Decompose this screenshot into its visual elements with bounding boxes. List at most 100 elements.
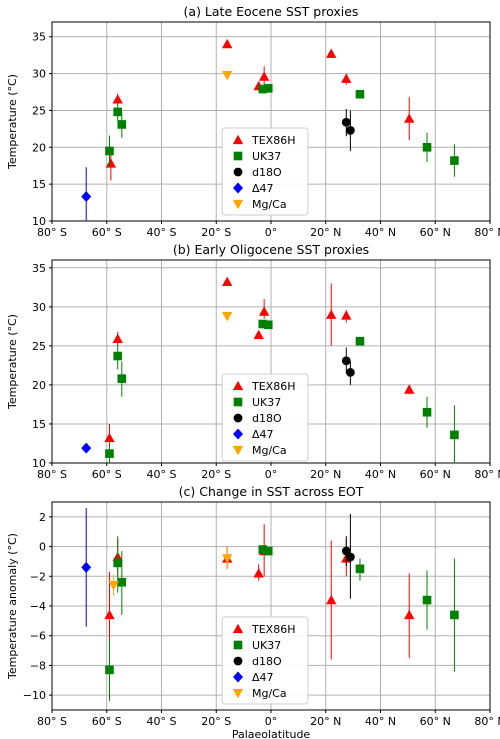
series-uk37 — [105, 536, 459, 702]
data-point — [108, 581, 119, 591]
legend-marker — [233, 151, 243, 161]
data-point — [105, 158, 117, 168]
data-point — [450, 430, 459, 440]
data-point — [345, 125, 355, 135]
legend-label: d18O — [252, 412, 282, 425]
legend-marker — [233, 428, 243, 440]
y-tick-label: 2 — [39, 511, 46, 524]
data-point — [112, 333, 123, 344]
chart-title: (c) Change in SST across EOT — [179, 484, 364, 499]
data-point — [341, 73, 352, 83]
y-tick-label: 0 — [39, 541, 46, 554]
legend-label: TEX86H — [251, 623, 295, 636]
legend-marker — [233, 656, 243, 666]
series-mgca — [108, 546, 233, 596]
data-point — [326, 309, 337, 319]
x-tick-label: 20° N — [310, 226, 341, 239]
x-tick-label: 60° S — [92, 468, 122, 481]
legend-label: Δ47 — [252, 671, 274, 684]
data-point — [345, 552, 355, 562]
x-tick-label: 60° N — [420, 226, 451, 239]
x-tick-label: 60° S — [92, 715, 122, 728]
data-point — [117, 374, 127, 383]
data-point — [341, 310, 352, 320]
legend: TEX86H UK37 d18O Δ47 Mg/Ca — [221, 127, 309, 216]
y-tick-label: 35 — [32, 262, 46, 275]
legend-marker — [233, 182, 243, 194]
legend-marker — [232, 380, 244, 391]
x-axis-label: Palaeolatitude — [232, 728, 311, 739]
data-point — [404, 609, 415, 620]
data-point — [113, 107, 122, 117]
data-point — [258, 306, 270, 316]
y-axis-label: Temperature (°C) — [6, 314, 19, 410]
data-point — [104, 432, 115, 443]
legend-box — [221, 127, 309, 216]
data-point — [113, 351, 122, 361]
data-point — [81, 561, 92, 573]
series-mgca — [222, 312, 233, 322]
legend-label: Δ47 — [252, 428, 274, 441]
legend-marker — [233, 413, 243, 423]
data-point — [113, 558, 122, 568]
y-tick-label: −4 — [30, 600, 46, 613]
series-d47 — [81, 442, 92, 454]
y-tick-label: 15 — [32, 418, 46, 431]
x-tick-label: 40° N — [365, 468, 396, 481]
chart-title: (b) Early Oligocene SST proxies — [173, 242, 369, 257]
x-tick-label: 0° — [265, 226, 278, 239]
y-tick-label: 25 — [32, 340, 46, 353]
data-point — [450, 156, 459, 165]
x-tick-label: 80° S — [37, 468, 67, 481]
series-d47 — [81, 167, 92, 221]
panel-late-eocene: 80° S 60° S 40° S 20° S 0° 20° N 40° N 60° N 80°… — [6, 4, 500, 239]
legend-marker — [232, 688, 244, 699]
y-tick-label: 10 — [32, 215, 46, 228]
x-tick-label: 20° N — [310, 715, 341, 728]
x-tick-label: 20° S — [201, 468, 231, 481]
data-point — [258, 71, 270, 81]
x-tick-label: 80° S — [37, 226, 67, 239]
y-tick-label: 30 — [32, 301, 46, 314]
series-d18o — [341, 513, 355, 599]
data-point — [104, 609, 115, 620]
data-point — [422, 142, 432, 152]
data-point — [105, 665, 114, 675]
legend: TEX86H UK37 d18O Δ47 Mg/Ca — [221, 616, 309, 705]
data-point — [404, 113, 415, 123]
x-tick-label: 40° S — [147, 468, 177, 481]
series-d18o — [341, 347, 355, 385]
series-uk37 — [105, 84, 459, 177]
legend: TEX86H UK37 d18O Δ47 Mg/Ca — [221, 373, 309, 462]
legend-marker — [232, 445, 244, 456]
y-tick-label: 35 — [32, 31, 46, 44]
data-point — [253, 568, 264, 578]
data-point — [326, 48, 337, 58]
x-tick-label: 0° — [265, 715, 278, 728]
data-point — [117, 120, 127, 129]
legend-marker — [232, 134, 244, 145]
x-tick-label: 40° N — [365, 226, 396, 239]
legend-label: d18O — [252, 166, 282, 179]
x-tick-label: 0° — [265, 468, 278, 481]
legend-box — [221, 373, 309, 462]
y-axis-label: Temperature anomaly (°C) — [6, 533, 19, 680]
data-point — [263, 546, 273, 556]
legend-box — [221, 616, 309, 705]
legend-label: UK37 — [252, 150, 281, 163]
x-tick-label: 60° N — [420, 715, 451, 728]
y-tick-label: 20 — [32, 379, 46, 392]
legend-marker — [233, 671, 243, 683]
data-point — [105, 449, 114, 458]
legend-marker — [232, 199, 244, 210]
data-point — [222, 312, 233, 322]
data-point — [355, 564, 365, 574]
data-point — [450, 610, 459, 620]
y-axis-label: Temperature (°C) — [6, 74, 19, 170]
y-tick-label: 15 — [32, 178, 46, 191]
data-point — [258, 84, 268, 94]
data-point — [355, 336, 365, 346]
y-tick-label: 30 — [32, 68, 46, 81]
legend-marker — [233, 397, 243, 407]
